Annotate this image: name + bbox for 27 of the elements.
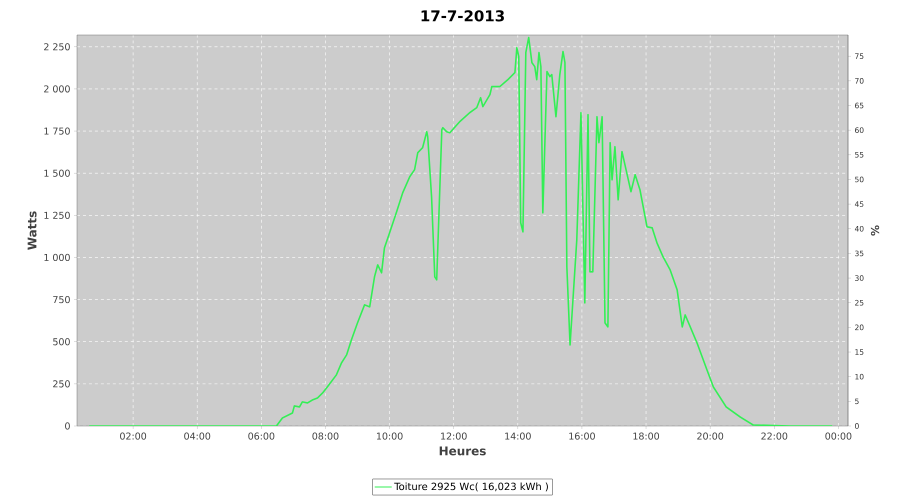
legend-label: Toiture 2925 Wc( 16,023 kWh ) bbox=[394, 482, 548, 492]
x-tick-label: 22:00 bbox=[761, 432, 788, 440]
x-tick-label: 12:00 bbox=[441, 432, 467, 440]
x-tick-label: 18:00 bbox=[633, 432, 660, 440]
y-tick-label: 1 250 bbox=[44, 212, 70, 219]
y-tick-label: 1 500 bbox=[44, 170, 70, 177]
x-tick-label: 08:00 bbox=[312, 432, 338, 440]
chart-title: 17-7-2013 bbox=[422, 10, 504, 22]
x-tick-label: 20:00 bbox=[697, 432, 724, 440]
y2-axis-title: % bbox=[870, 225, 880, 236]
x-tick-label: 10:00 bbox=[376, 432, 403, 440]
x-axis-title: Heures bbox=[440, 446, 486, 456]
y-tick-label: 2 000 bbox=[44, 85, 70, 93]
y-axis-title: Watts bbox=[28, 211, 37, 250]
y-tick-label: 1 750 bbox=[44, 127, 70, 135]
x-tick-label: 00:00 bbox=[825, 432, 852, 440]
y-tick-label: 250 bbox=[53, 380, 70, 388]
x-tick-label: 04:00 bbox=[184, 432, 210, 440]
x-tick-label: 02:00 bbox=[120, 432, 146, 440]
y-tick-label: 2 250 bbox=[44, 43, 70, 50]
x-tick-label: 06:00 bbox=[248, 432, 274, 440]
y-tick-label: 0 bbox=[65, 422, 70, 430]
y-tick-label: 500 bbox=[53, 338, 70, 346]
x-tick-label: 16:00 bbox=[569, 432, 595, 440]
y-tick-label: 1 000 bbox=[44, 254, 70, 262]
x-tick-label: 14:00 bbox=[505, 432, 531, 440]
y-tick-label: 750 bbox=[53, 296, 70, 304]
